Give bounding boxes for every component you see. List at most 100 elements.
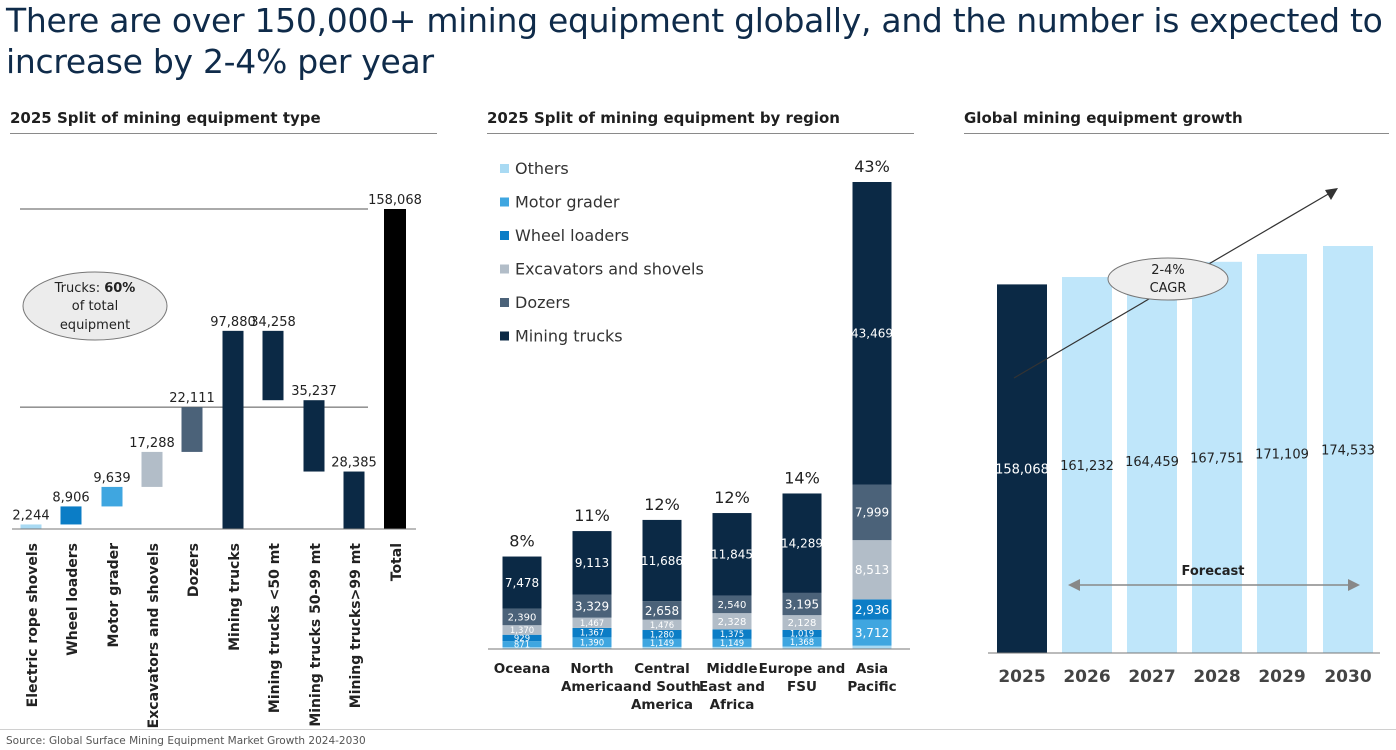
segment-label: 871: [514, 640, 530, 650]
callout-line-1: Trucks: 60%: [54, 281, 136, 296]
segment-others: [852, 645, 892, 649]
segment-motor-grader: [642, 638, 682, 647]
legend-label: Mining trucks: [515, 327, 623, 346]
region-share-label: 12%: [714, 488, 750, 507]
data-label: 28,385: [331, 456, 377, 471]
category-label: Mining trucks>99 mt: [348, 543, 364, 709]
cagr-arrow-head: [1325, 188, 1338, 200]
segment-label: 2,936: [855, 603, 889, 617]
waterfall-chart: 2,244 Electric rope shovels 8,906 Wheel loa…: [12, 193, 422, 728]
segment-wheel-loaders: [502, 634, 542, 642]
segment-others: [502, 647, 542, 649]
segment-motor-grader: [782, 637, 822, 647]
bar-mining-trucks-50-mt: [262, 330, 284, 401]
region-label: North: [570, 661, 613, 677]
segment-wheel-loaders: [712, 629, 752, 639]
segment-label: 9,113: [575, 556, 609, 570]
callout-prefix: Trucks:: [54, 281, 105, 296]
region-label: Central: [634, 661, 690, 677]
segment-label: 929: [514, 634, 530, 644]
region-label: FSU: [787, 679, 817, 695]
segment-label: 1,368: [790, 638, 814, 648]
segment-excavators-and-shovels: [852, 540, 892, 600]
source-divider: [0, 729, 1396, 730]
segment-label: 14,289: [781, 537, 823, 551]
bar-value-label: 174,533: [1321, 444, 1375, 459]
segment-mining-trucks: [782, 493, 822, 593]
stacked-region-chart: Others Motor grader Wheel loaders Excavator…: [488, 157, 910, 713]
forecast-arrow-right: [1348, 579, 1360, 591]
segment-label: 8,513: [855, 563, 889, 577]
segment-dozers: [572, 594, 612, 618]
bar-2027: [1127, 269, 1177, 653]
bar-value-label: 158,068: [995, 463, 1049, 478]
callout-line-2: of total: [72, 299, 118, 314]
region-share-label: 12%: [644, 495, 680, 514]
region-label: Asia: [856, 661, 888, 677]
headline: There are over 150,000+ mining equipment…: [6, 1, 1383, 81]
forecast-arrow-left: [1068, 579, 1080, 591]
segment-excavators-and-shovels: [572, 617, 612, 628]
category-label: Total: [389, 543, 405, 581]
bar-mining-trucks-50-99-mt: [303, 400, 325, 472]
region-label: America: [561, 679, 623, 695]
data-label: 22,111: [169, 391, 215, 406]
legend-swatch-excavators-and-shovels: [500, 264, 509, 274]
data-label: 97,880: [210, 315, 256, 330]
bar-2029: [1257, 253, 1307, 653]
segment-motor-grader: [712, 638, 752, 647]
segment-dozers: [712, 595, 752, 614]
bar-mining-trucks: [222, 330, 244, 529]
category-label: Motor grader: [106, 543, 122, 648]
legend-label: Others: [515, 159, 569, 178]
segment-label: 2,128: [788, 618, 817, 629]
segment-wheel-loaders: [572, 627, 612, 638]
bar-motor-grader: [101, 486, 123, 507]
segment-label: 11,845: [711, 548, 753, 562]
bar-value-label: 161,232: [1060, 459, 1114, 474]
panel-title-region: 2025 Split of mining equipment by region: [487, 109, 914, 134]
segment-label: 7,478: [505, 576, 539, 590]
year-label: 2029: [1258, 667, 1305, 687]
region-label: East and: [699, 679, 765, 695]
legend-swatch-mining-trucks: [500, 331, 509, 341]
segment-dozers: [642, 601, 682, 620]
region-label: America: [631, 697, 693, 713]
segment-label: 2,540: [718, 600, 747, 611]
bar-2026: [1062, 277, 1112, 653]
segment-label: 2,658: [645, 604, 679, 618]
segment-label: 1,367: [580, 629, 604, 639]
data-label: 9,639: [93, 471, 130, 486]
segment-mining-trucks: [642, 519, 682, 602]
category-label: Mining trucks: [227, 543, 243, 651]
region-label: and South: [623, 679, 701, 695]
bar-mining-trucks-99-mt: [343, 471, 365, 529]
data-label: 158,068: [368, 193, 422, 208]
year-label: 2030: [1324, 667, 1371, 687]
callout-line-3: equipment: [60, 318, 130, 333]
panel-title-growth: Global mining equipment growth: [964, 109, 1389, 134]
segment-label: 11,686: [641, 554, 683, 568]
data-label: 17,288: [129, 436, 175, 451]
bar-value-label: 171,109: [1255, 447, 1309, 462]
segment-motor-grader: [572, 637, 612, 648]
legend-label: Motor grader: [515, 193, 620, 212]
source-note: Source: Global Surface Mining Equipment …: [6, 735, 366, 747]
legend-swatch-wheel-loaders: [500, 231, 509, 240]
segment-label: 1,370: [510, 626, 534, 636]
segment-label: 7,999: [855, 506, 889, 520]
bar-value-label: 167,751: [1190, 451, 1244, 466]
segment-others: [782, 646, 822, 649]
growth-bar-chart: 158,068 2025 161,232 2026 164,459 2027 167,751…: [988, 188, 1380, 687]
segment-others: [712, 646, 752, 649]
region-label: Middle: [706, 661, 757, 677]
segment-label: 43,469: [851, 327, 893, 341]
callout-highlight: 60%: [104, 281, 135, 296]
segment-label: 1,149: [650, 639, 674, 649]
year-label: 2025: [998, 667, 1045, 687]
legend-label: Excavators and shovels: [515, 260, 704, 279]
data-label: 34,258: [250, 315, 296, 330]
segment-mining-trucks: [712, 513, 752, 596]
segment-label: 1,149: [720, 639, 744, 649]
segment-label: 1,375: [720, 630, 744, 640]
